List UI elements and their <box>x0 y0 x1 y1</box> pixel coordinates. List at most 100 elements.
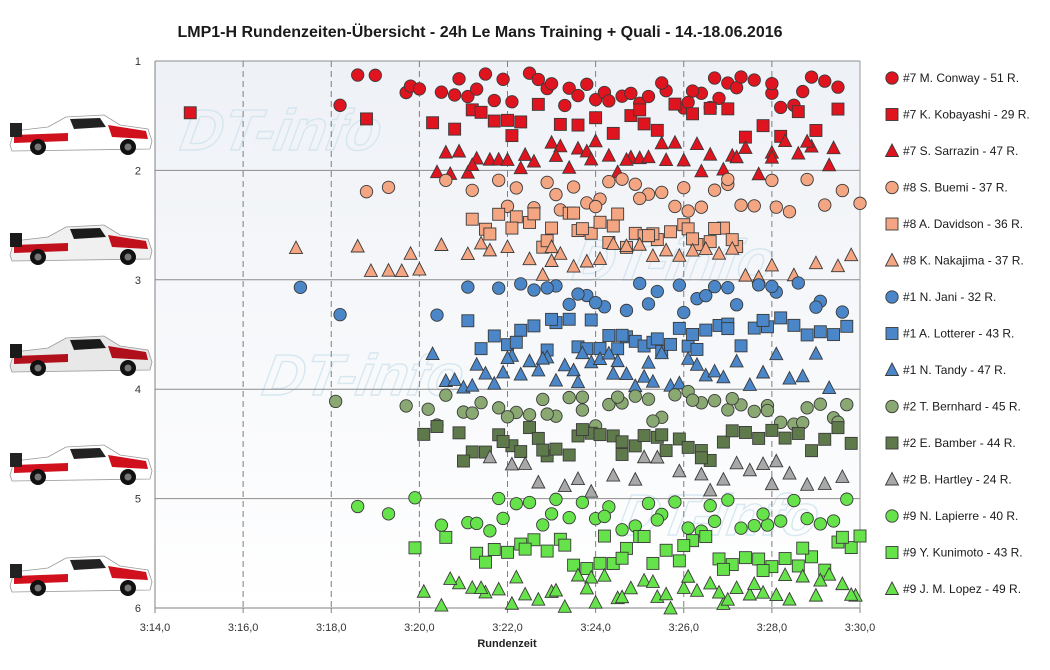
data-point <box>575 495 590 510</box>
data-point <box>808 587 824 602</box>
data-point <box>658 152 674 167</box>
data-point <box>738 139 753 154</box>
series-0 <box>333 66 845 115</box>
data-point <box>544 134 559 149</box>
data-point <box>619 151 634 166</box>
data-point <box>724 240 740 255</box>
data-point <box>844 541 858 555</box>
data-point <box>580 77 594 91</box>
car-image <box>9 224 153 265</box>
legend-label: #9 J. M. Lopez - 49 R. <box>903 582 1021 596</box>
car-image <box>9 114 153 155</box>
data-point <box>703 499 717 513</box>
data-point <box>527 319 541 333</box>
data-point <box>702 146 718 161</box>
data-point <box>633 191 647 206</box>
data-point <box>632 236 647 251</box>
data-point <box>720 591 736 606</box>
data-point <box>500 239 515 254</box>
legend-marker <box>884 581 900 595</box>
data-point <box>716 369 731 384</box>
data-point <box>791 559 805 573</box>
data-point <box>333 98 347 112</box>
legend-label: #2 B. Hartley - 24 R. <box>903 473 1012 487</box>
data-point <box>778 552 792 565</box>
data-point <box>570 567 586 582</box>
legend-marker <box>885 217 899 231</box>
data-point <box>439 388 453 402</box>
data-point <box>579 580 595 595</box>
data-point <box>747 199 761 213</box>
data-point <box>473 580 489 595</box>
data-point <box>702 482 718 497</box>
data-point <box>611 207 625 221</box>
data-point <box>826 140 841 155</box>
data-point <box>672 278 686 292</box>
data-point <box>641 297 656 311</box>
data-point <box>782 370 797 385</box>
data-point <box>756 507 770 521</box>
data-point <box>461 280 475 294</box>
data-point <box>575 222 589 236</box>
legend-marker <box>884 143 900 157</box>
data-point <box>460 164 476 179</box>
data-point <box>561 159 577 174</box>
data-point <box>650 332 664 346</box>
data-point <box>742 462 758 477</box>
data-point <box>668 97 682 111</box>
data-point <box>681 204 695 218</box>
data-point <box>702 575 718 590</box>
data-point <box>606 126 620 140</box>
data-point <box>690 342 704 356</box>
data-point <box>747 575 762 590</box>
data-point <box>835 305 850 319</box>
data-point <box>707 183 722 197</box>
data-point <box>553 117 567 131</box>
data-point <box>496 511 510 526</box>
data-point <box>439 530 453 544</box>
data-point <box>408 541 422 555</box>
data-point <box>597 529 611 543</box>
data-point <box>487 329 501 343</box>
data-point <box>505 95 519 109</box>
data-point <box>659 444 673 458</box>
series-14 <box>416 566 863 615</box>
data-point <box>522 251 537 266</box>
data-point <box>755 456 771 470</box>
data-point <box>808 255 824 270</box>
data-point <box>531 474 546 489</box>
data-point <box>637 530 651 543</box>
data-point <box>571 118 585 132</box>
data-point <box>787 493 801 508</box>
data-point <box>545 312 559 326</box>
axes: 3:14,0 3:16,0 3:18,0 3:20,0 3:22,0 3:24,0 3:26… <box>135 56 875 634</box>
data-point <box>672 463 687 478</box>
data-point <box>548 582 564 597</box>
data-point <box>535 266 550 281</box>
data-point <box>685 242 700 257</box>
data-point <box>707 394 722 408</box>
data-point <box>787 318 801 332</box>
data-point <box>791 427 805 440</box>
data-point <box>504 456 520 471</box>
data-point <box>813 517 827 531</box>
data-point <box>492 281 506 295</box>
legend-marker <box>885 509 899 523</box>
data-point <box>473 235 489 250</box>
x-tick-label: 3:18,0 <box>316 622 347 634</box>
data-point <box>694 163 709 178</box>
x-tick-label: 3:30,0 <box>845 622 876 634</box>
data-point <box>641 496 656 511</box>
data-point <box>606 219 620 233</box>
data-point <box>482 151 498 166</box>
data-point <box>495 364 511 379</box>
data-point <box>799 476 815 491</box>
data-point <box>602 329 616 342</box>
legend-marker <box>885 290 899 304</box>
data-point <box>813 572 828 587</box>
data-point <box>721 172 735 187</box>
data-point <box>764 476 780 491</box>
car-image <box>9 335 153 376</box>
data-point <box>725 391 739 406</box>
data-point <box>562 81 576 95</box>
